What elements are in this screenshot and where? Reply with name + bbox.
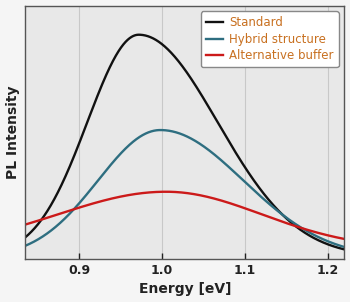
Alternative buffer (164, 190, 168, 194)
Alternative buffer (275, 218, 279, 222)
Hybrid structure (275, 208, 279, 212)
Alternative buffer (39, 218, 43, 221)
Alternative buffer (333, 235, 337, 239)
Standard (170, 52, 174, 56)
Standard (136, 33, 141, 37)
Line: Alternative buffer: Alternative buffer (25, 192, 344, 239)
Hybrid structure (158, 128, 162, 132)
Standard (39, 218, 43, 222)
Hybrid structure (333, 242, 337, 246)
Legend: Standard, Hybrid structure, Alternative buffer: Standard, Hybrid structure, Alternative … (201, 11, 338, 67)
Hybrid structure (342, 245, 346, 249)
Y-axis label: PL Intensity: PL Intensity (6, 85, 20, 179)
Standard (23, 236, 27, 239)
Hybrid structure (170, 130, 174, 133)
Line: Standard: Standard (25, 35, 344, 249)
Standard (333, 245, 337, 249)
Line: Hybrid structure: Hybrid structure (25, 130, 344, 247)
X-axis label: Energy [eV]: Energy [eV] (139, 282, 231, 297)
Alternative buffer (333, 235, 337, 239)
Hybrid structure (178, 132, 183, 136)
Standard (178, 62, 183, 66)
Alternative buffer (178, 191, 183, 194)
Standard (342, 248, 346, 251)
Alternative buffer (342, 237, 346, 241)
Alternative buffer (23, 223, 27, 226)
Hybrid structure (333, 242, 337, 246)
Alternative buffer (170, 190, 174, 194)
Hybrid structure (39, 236, 43, 239)
Standard (275, 207, 279, 211)
Hybrid structure (23, 244, 27, 248)
Standard (333, 245, 337, 249)
